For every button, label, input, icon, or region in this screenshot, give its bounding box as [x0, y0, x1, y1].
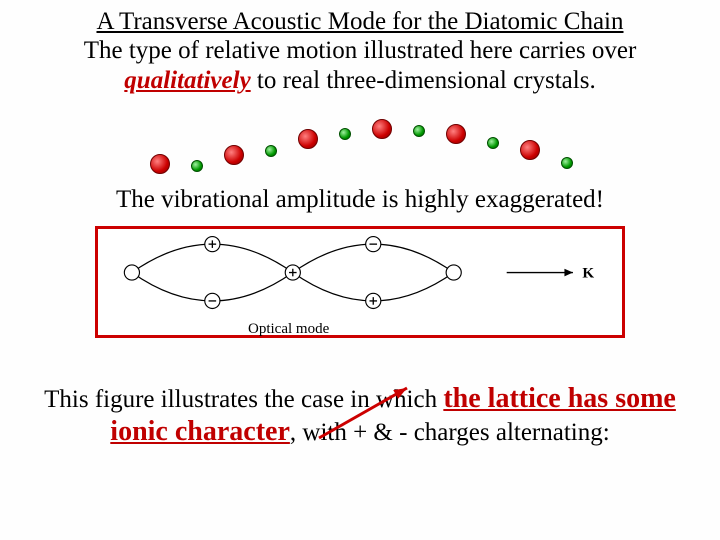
- subtitle-post: to real three-dimensional crystals.: [251, 67, 596, 94]
- atom-large: [520, 140, 540, 160]
- atom-small: [561, 157, 573, 169]
- optical-mode-box: K Optical mode: [95, 226, 625, 338]
- bottom-text: This figure illustrates the case in whic…: [0, 382, 720, 448]
- atom-small: [265, 145, 277, 157]
- atom-large: [446, 124, 466, 144]
- atom-small: [339, 128, 351, 140]
- atom-small: [191, 160, 203, 172]
- atom-large: [372, 119, 392, 139]
- subtitle-emph: qualitatively: [124, 67, 250, 94]
- subtitle: The type of relative motion illustrated …: [0, 36, 720, 96]
- atom-large: [150, 154, 170, 174]
- atom-small: [487, 137, 499, 149]
- bottom-post: , with + & - charges alternating:: [290, 419, 610, 446]
- atoms-diagram: [0, 102, 720, 182]
- atom-large: [298, 129, 318, 149]
- atom-large: [224, 145, 244, 165]
- mid-text: The vibrational amplitude is highly exag…: [0, 186, 720, 214]
- optical-mode-diagram: K: [98, 229, 622, 335]
- svg-text:K: K: [582, 265, 594, 281]
- subtitle-pre: The type of relative motion illustrated …: [84, 37, 637, 64]
- optical-mode-label: Optical mode: [248, 321, 329, 338]
- page-title: A Transverse Acoustic Mode for the Diato…: [0, 0, 720, 36]
- bottom-pre: This figure illustrates the case in whic…: [44, 386, 443, 413]
- atom-small: [413, 125, 425, 137]
